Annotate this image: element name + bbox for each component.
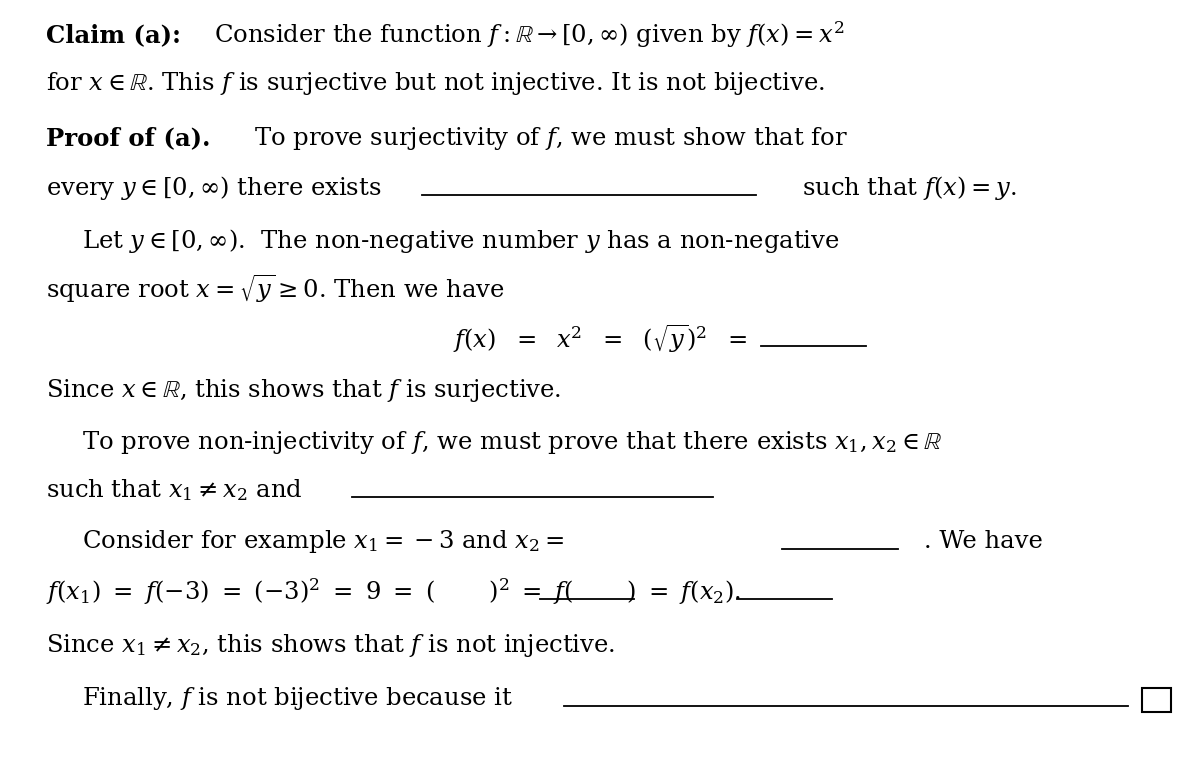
- Text: such that $x_1 \neq x_2$ and: such that $x_1 \neq x_2$ and: [46, 477, 302, 504]
- Text: $f(x)\ \ =\ \ x^2\ \ =\ \ (\sqrt{y})^2\ \ =$: $f(x)\ \ =\ \ x^2\ \ =\ \ (\sqrt{y})^2\ …: [454, 323, 746, 355]
- FancyBboxPatch shape: [1142, 688, 1171, 712]
- Text: for $x \in \mathbb{R}$. This $f$ is surjective but not injective. It is not bije: for $x \in \mathbb{R}$. This $f$ is surj…: [46, 70, 824, 96]
- Text: Finally, $f$ is not bijective because it: Finally, $f$ is not bijective because it: [82, 685, 512, 712]
- Text: square root $x = \sqrt{y} \geq 0$. Then we have: square root $x = \sqrt{y} \geq 0$. Then …: [46, 272, 504, 305]
- Text: . We have: . We have: [924, 530, 1043, 553]
- Text: Let $y \in [0, \infty)$.  The non-negative number $y$ has a non-negative: Let $y \in [0, \infty)$. The non-negativ…: [82, 227, 839, 255]
- Text: Consider the function $f: \mathbb{R} \rightarrow [0, \infty)$ given by $f(x) = x: Consider the function $f: \mathbb{R} \ri…: [214, 19, 844, 50]
- Text: Consider for example $x_1 = -3$ and $x_2 = $: Consider for example $x_1 = -3$ and $x_2…: [82, 528, 564, 555]
- Text: such that $f(x) = y.$: such that $f(x) = y.$: [802, 174, 1016, 202]
- Text: Proof of (a).: Proof of (a).: [46, 126, 210, 150]
- Text: To prove surjectivity of $f$, we must show that for: To prove surjectivity of $f$, we must sh…: [254, 125, 848, 151]
- Text: Claim (a):: Claim (a):: [46, 23, 180, 47]
- Text: To prove non-injectivity of $f$, we must prove that there exists $x_1, x_2 \in \: To prove non-injectivity of $f$, we must…: [82, 429, 942, 456]
- Text: every $y \in [0, \infty)$ there exists: every $y \in [0, \infty)$ there exists: [46, 174, 382, 202]
- Text: Since $x_1 \neq x_2$, this shows that $f$ is not injective.: Since $x_1 \neq x_2$, this shows that $f…: [46, 632, 614, 659]
- Text: $f(x_1)\ =\ f(-3)\ =\ (-3)^2\ =\ 9\ =\ (\ \ \ \ \ \ \ )^2\ =\ f(\ \ \ \ \ \ \ )\: $f(x_1)\ =\ f(-3)\ =\ (-3)^2\ =\ 9\ =\ (…: [46, 577, 740, 608]
- Text: Since $x \in \mathbb{R}$, this shows that $f$ is surjective.: Since $x \in \mathbb{R}$, this shows tha…: [46, 377, 560, 404]
